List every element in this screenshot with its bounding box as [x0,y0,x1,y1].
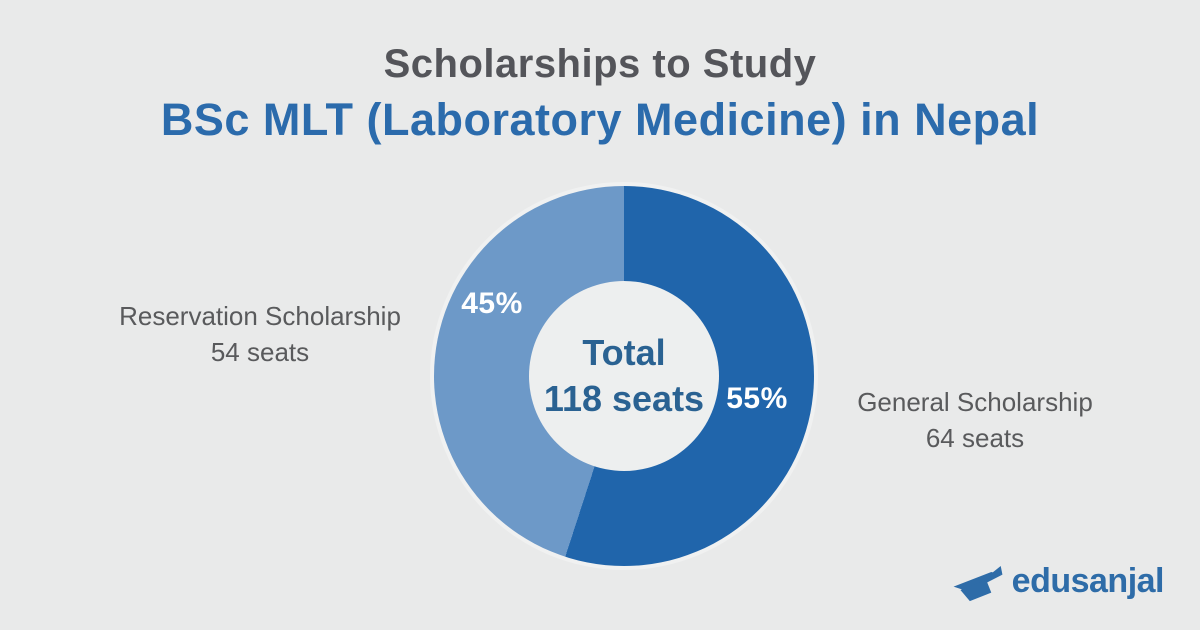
legend-reservation-name: Reservation Scholarship [119,301,401,331]
logo-text: edusanjal [1011,561,1165,600]
donut-chart: 45% 55% Total 118 seats [434,186,814,566]
donut-center: Total 118 seats [529,281,719,471]
legend-general-name: General Scholarship [857,387,1093,417]
donut-center-total: 118 seats [543,378,705,419]
page-subtitle: BSc MLT (Laboratory Medicine) in Nepal [160,94,1040,145]
percent-label-reservation: 45% [461,287,523,320]
legend-general: General Scholarship 64 seats [826,384,1124,456]
legend-general-seats: 64 seats [925,423,1025,453]
legend-reservation-seats: 54 seats [210,337,310,367]
graduation-cap-icon [953,566,1003,602]
percent-label-general: 55% [726,382,788,415]
legend-reservation: Reservation Scholarship 54 seats [95,298,425,370]
donut-center-title: Total [582,332,666,373]
edusanjal-logo: edusanjal [951,556,1165,606]
page-title: Scholarships to Study [383,42,817,86]
